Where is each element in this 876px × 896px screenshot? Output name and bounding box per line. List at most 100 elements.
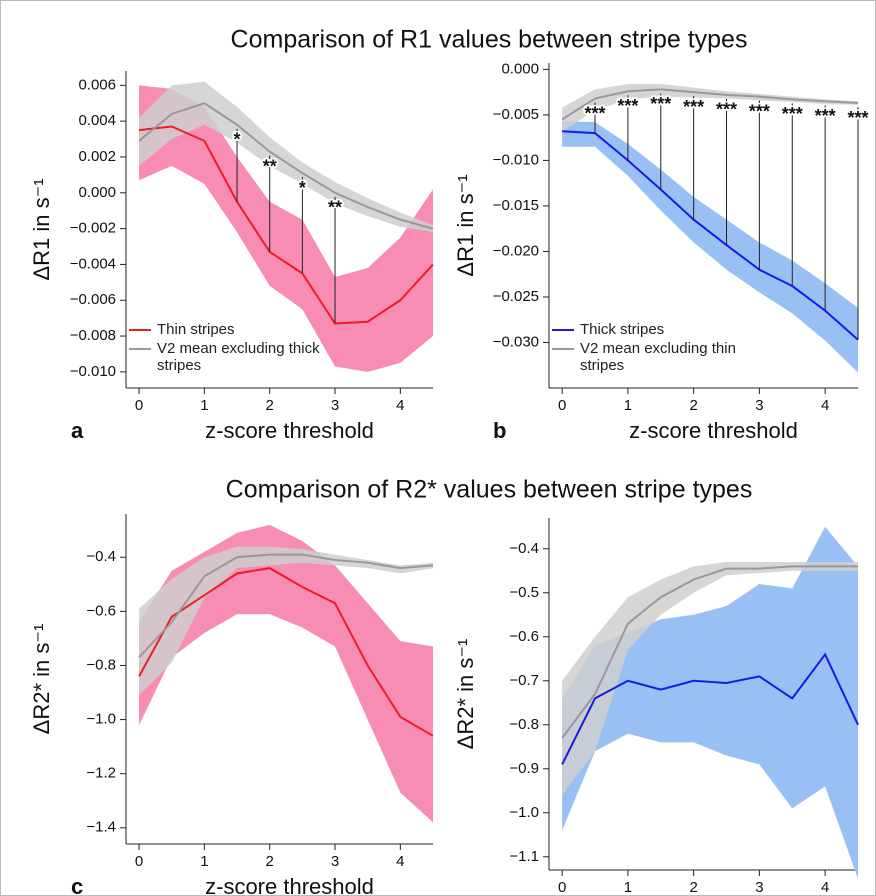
- y-tick-label: −1.4: [86, 819, 116, 836]
- y-tick-label: −0.030: [493, 333, 539, 350]
- x-axis-label: z-score threshold: [205, 418, 374, 443]
- x-tick-label: 4: [821, 397, 829, 414]
- y-tick-label: −0.6: [509, 628, 539, 645]
- significance-label: ***: [716, 100, 737, 120]
- y-axis-label: ΔR1 in s⁻¹: [453, 174, 478, 276]
- significance-label: ***: [782, 104, 803, 124]
- y-tick-label: −0.4: [509, 540, 539, 557]
- band: [562, 526, 858, 879]
- x-tick-label: 1: [624, 397, 632, 414]
- line: [561, 88, 859, 121]
- x-axis-label: z-score threshold: [629, 418, 798, 443]
- panel-letter: b: [493, 418, 506, 443]
- x-axis-label: z-score threshold: [205, 874, 374, 895]
- y-tick-label: −1.0: [86, 711, 116, 728]
- legend-label: Thick stripes: [580, 321, 665, 338]
- x-tick-label: 3: [331, 397, 339, 414]
- band: [139, 524, 433, 823]
- legend-swatch: [129, 329, 151, 331]
- chart-title: Comparison of R1 values between stripe t…: [231, 26, 748, 54]
- line: [562, 130, 859, 341]
- y-tick-label: −0.010: [493, 151, 539, 168]
- x-tick-label: 4: [396, 397, 404, 414]
- line: [561, 565, 858, 739]
- legend-label: Thin stripes: [157, 321, 235, 338]
- legend-entry: Thick stripes: [552, 321, 752, 338]
- x-tick-label: 0: [135, 397, 143, 414]
- x-tick-label: 1: [200, 853, 208, 870]
- x-tick-label: 1: [200, 397, 208, 414]
- significance-label: ***: [815, 106, 836, 126]
- y-tick-label: 0.000: [78, 184, 116, 201]
- y-tick-label: −1.0: [509, 804, 539, 821]
- x-tick-label: 4: [396, 853, 404, 870]
- legend-entry: V2 mean excluding thick stripes: [129, 340, 329, 374]
- line: [138, 125, 434, 325]
- significance-label: ***: [617, 96, 638, 116]
- significance-label: ***: [650, 94, 671, 114]
- y-axis-label: ΔR2* in s⁻¹: [453, 639, 478, 750]
- line: [138, 553, 434, 659]
- line: [138, 102, 434, 230]
- band: [562, 562, 858, 796]
- legend-swatch: [552, 348, 574, 350]
- line: [561, 652, 859, 765]
- y-tick-label: −0.008: [70, 327, 116, 344]
- x-tick-label: 0: [135, 853, 143, 870]
- significance-label: ***: [749, 101, 770, 121]
- significance-label: **: [328, 198, 342, 218]
- y-tick-label: −0.015: [493, 197, 539, 214]
- significance-label: *: [234, 129, 241, 149]
- legend-swatch: [129, 348, 151, 350]
- panel-letter: c: [71, 874, 83, 895]
- y-tick-label: −0.004: [70, 255, 116, 272]
- y-tick-label: −0.010: [70, 363, 116, 380]
- significance-label: ***: [847, 108, 868, 128]
- x-tick-label: 2: [266, 853, 274, 870]
- legend-entry: V2 mean excluding thin stripes: [552, 340, 752, 374]
- significance-label: ***: [683, 97, 704, 117]
- y-tick-label: −0.005: [493, 106, 539, 123]
- y-tick-label: −0.4: [86, 548, 116, 565]
- x-tick-label: 1: [624, 879, 632, 895]
- y-tick-label: 0.006: [78, 76, 116, 93]
- y-tick-label: −0.002: [70, 220, 116, 237]
- legend-entry: Thin stripes: [129, 321, 329, 338]
- x-tick-label: 0: [558, 879, 566, 895]
- y-tick-label: −0.5: [509, 584, 539, 601]
- y-tick-label: 0.004: [78, 112, 116, 129]
- significance-label: **: [263, 156, 277, 176]
- y-tick-label: −0.025: [493, 288, 539, 305]
- y-axis-label: ΔR2* in s⁻¹: [29, 624, 54, 735]
- panel-letter: a: [71, 418, 84, 443]
- y-tick-label: −0.6: [86, 602, 116, 619]
- x-tick-label: 3: [331, 853, 339, 870]
- y-axis-label: ΔR1 in s⁻¹: [29, 178, 54, 280]
- significance-label: ***: [585, 103, 606, 123]
- x-tick-label: 2: [689, 879, 697, 895]
- band: [139, 81, 433, 233]
- x-tick-label: 2: [266, 397, 274, 414]
- x-tick-label: 2: [689, 397, 697, 414]
- x-tick-label: 4: [821, 879, 829, 895]
- y-tick-label: −0.9: [509, 760, 539, 777]
- y-tick-label: −0.020: [493, 242, 539, 259]
- line: [138, 567, 434, 737]
- band: [139, 546, 433, 696]
- significance-label: *: [299, 178, 306, 198]
- legend-label: V2 mean excluding thin stripes: [580, 340, 736, 374]
- x-tick-label: 0: [558, 397, 566, 414]
- y-tick-label: −1.2: [86, 765, 116, 782]
- y-tick-label: −0.006: [70, 291, 116, 308]
- x-tick-label: 3: [755, 879, 763, 895]
- y-tick-label: −0.7: [509, 672, 539, 689]
- chart-title: Comparison of R2* values between stripe …: [226, 476, 753, 504]
- legend-swatch: [552, 329, 574, 331]
- band: [562, 121, 858, 373]
- x-tick-label: 3: [755, 397, 763, 414]
- y-tick-label: 0.002: [78, 148, 116, 165]
- legend: Thin stripes V2 mean excluding thick stri…: [129, 321, 329, 376]
- legend-label: V2 mean excluding thick stripes: [157, 340, 320, 374]
